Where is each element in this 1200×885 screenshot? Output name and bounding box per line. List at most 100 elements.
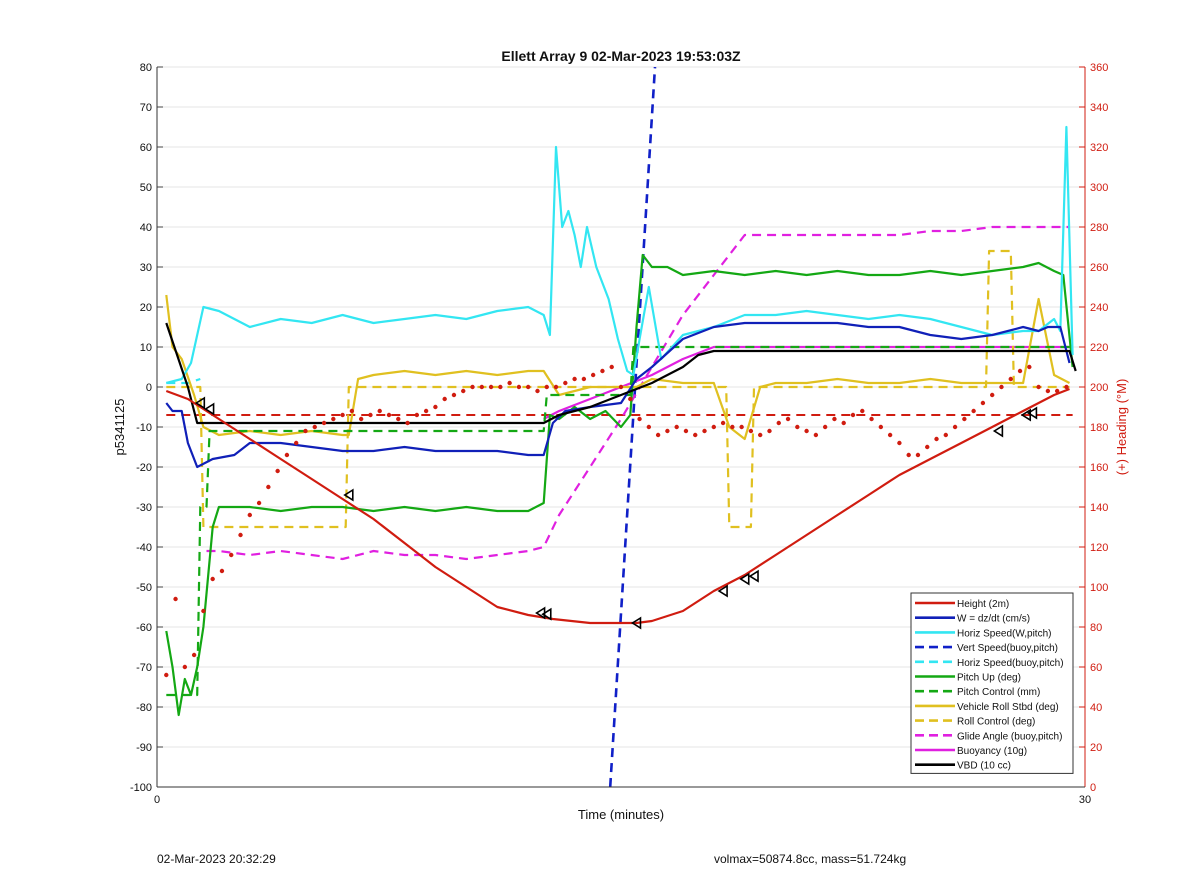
heading-dot <box>488 384 494 390</box>
legend-entry: VBD (10 cc) <box>957 761 1011 772</box>
heading-dot <box>906 452 911 458</box>
heading-dot <box>665 428 670 434</box>
heading-dot <box>785 416 791 422</box>
heading-dot <box>683 428 689 434</box>
heading-dot <box>321 420 327 426</box>
legend-entry: Glide Angle (buoy,pitch) <box>957 731 1062 742</box>
heading-dot <box>999 384 1004 390</box>
y2-tick-label: 280 <box>1090 222 1108 234</box>
heading-dot <box>822 424 828 430</box>
heading-dot <box>887 432 893 438</box>
heading-dot <box>748 428 754 434</box>
heading-dot <box>247 512 252 518</box>
heading-dot <box>637 416 642 422</box>
y-axis-label: p5341125 <box>112 399 127 456</box>
heading-dot <box>804 428 809 434</box>
heading-dot <box>461 388 466 394</box>
heading-dot <box>340 412 345 418</box>
heading-dot <box>266 484 271 490</box>
heading-dot <box>294 440 299 446</box>
y2-tick-label: 220 <box>1090 342 1108 354</box>
series-line-6 <box>166 345 1070 697</box>
y-tick-label: 10 <box>140 342 152 354</box>
heading-dot <box>850 412 856 418</box>
series-line-1 <box>165 321 1071 469</box>
heading-dot <box>1064 384 1069 390</box>
heading-dot <box>971 408 976 414</box>
series-line-0 <box>165 387 1070 625</box>
heading-dot <box>1008 376 1013 382</box>
y-tick-label: -20 <box>136 462 152 474</box>
heading-dot <box>581 376 587 382</box>
heading-dot <box>1054 388 1060 394</box>
y-tick-label: -30 <box>136 502 152 514</box>
heading-dot <box>600 368 605 374</box>
heading-dot <box>841 420 846 426</box>
heading-dot <box>925 444 930 450</box>
heading-dot <box>609 364 614 370</box>
heading-dot <box>303 428 308 434</box>
y2-tick-label: 80 <box>1090 622 1102 634</box>
heading-dot <box>758 432 763 438</box>
heading-dot <box>164 672 169 678</box>
heading-dot <box>915 452 921 458</box>
heading-dot <box>813 432 819 438</box>
heading-dot <box>210 576 215 582</box>
heading-dot <box>433 404 438 410</box>
y2-tick-label: 120 <box>1090 542 1108 554</box>
y-tick-label: -10 <box>136 422 152 434</box>
legend-entry: Buoyancy (10g) <box>957 746 1027 757</box>
heading-dot <box>368 412 373 418</box>
heading-dot <box>405 420 410 426</box>
heading-dot <box>860 408 865 414</box>
heading-dot <box>776 420 781 426</box>
x-tick-label: 30 <box>1079 794 1091 806</box>
series-line-7 <box>165 294 1071 441</box>
heading-dot <box>256 500 262 506</box>
y2-tick-label: 360 <box>1090 62 1108 74</box>
heading-dot <box>655 432 661 438</box>
y2-tick-label: 180 <box>1090 422 1108 434</box>
y-tick-label: 50 <box>140 182 152 194</box>
heading-dot <box>377 408 382 414</box>
triangle-marker <box>204 402 215 416</box>
heading-dot <box>572 376 577 382</box>
heading-dot <box>275 468 280 474</box>
triangle-marker <box>194 396 206 410</box>
heading-dot <box>312 424 317 430</box>
heading-dot <box>219 568 225 574</box>
heading-dot <box>479 384 484 390</box>
heading-dot <box>414 412 420 418</box>
y-tick-label: -70 <box>136 662 152 674</box>
heading-dot <box>897 440 902 446</box>
y2-tick-label: 260 <box>1090 262 1108 274</box>
y2-tick-label: 340 <box>1090 102 1108 114</box>
triangle-marker <box>1026 406 1038 420</box>
y-tick-label: 80 <box>140 62 152 74</box>
heading-dot <box>1027 364 1032 370</box>
y2-tick-label: 20 <box>1090 742 1102 754</box>
heading-dot <box>618 384 624 390</box>
y-tick-label: -90 <box>136 742 152 754</box>
legend-entry: Vehicle Roll Stbd (deg) <box>957 702 1059 713</box>
heading-dot <box>470 384 475 390</box>
heading-dot <box>451 392 457 398</box>
heading-dot <box>349 408 355 414</box>
heading-dot <box>563 380 568 386</box>
heading-dot <box>590 372 596 378</box>
y2-tick-label: 0 <box>1090 782 1096 794</box>
y-tick-label: -50 <box>136 582 152 594</box>
series-line-4 <box>166 377 201 385</box>
heading-dot <box>962 416 967 422</box>
heading-dot <box>284 452 290 458</box>
heading-dot <box>331 416 336 422</box>
triangle-marker <box>748 569 759 583</box>
heading-dot <box>795 424 800 430</box>
heading-dot <box>720 420 726 426</box>
heading-dot <box>878 424 884 430</box>
heading-dot <box>553 384 559 390</box>
heading-dot <box>544 384 549 390</box>
legend-entry: Roll Control (deg) <box>957 717 1035 728</box>
heading-dot <box>711 424 716 430</box>
